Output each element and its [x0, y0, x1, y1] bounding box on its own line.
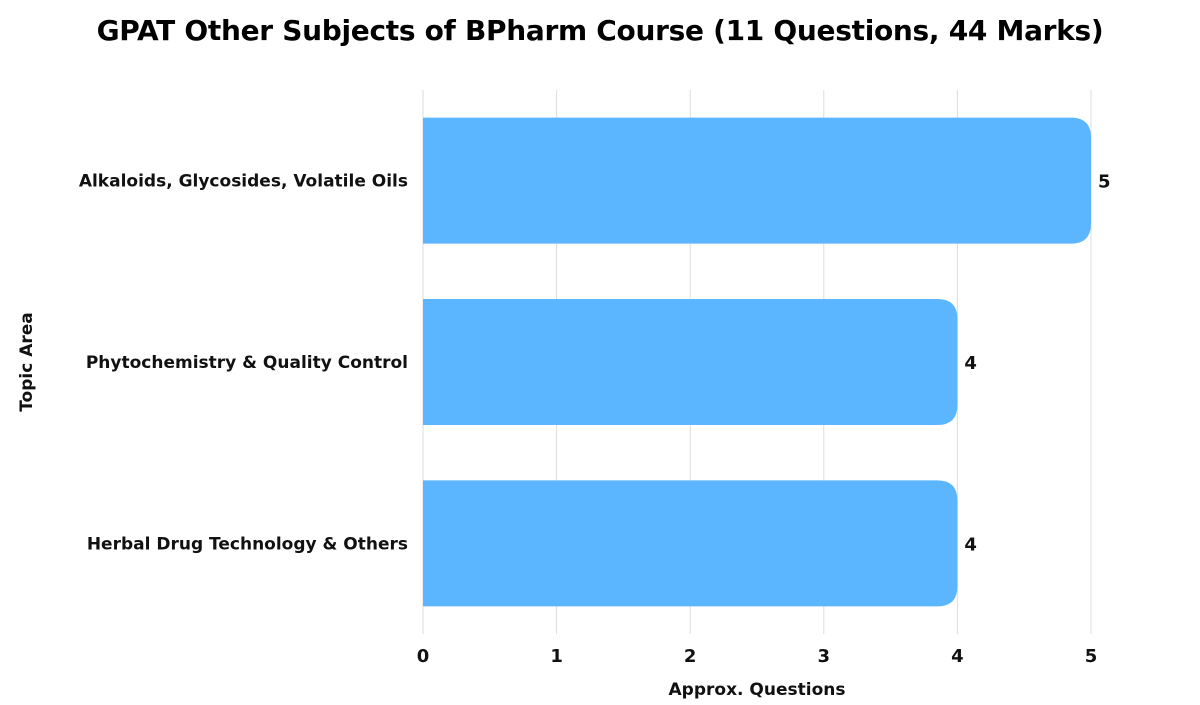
data-label: 4: [964, 353, 977, 374]
data-label: 5: [1098, 172, 1111, 193]
bar: [423, 299, 958, 425]
x-tick-label: 3: [818, 646, 831, 667]
x-tick-label: 4: [951, 646, 964, 667]
chart-title: GPAT Other Subjects of BPharm Course (11…: [96, 14, 1104, 47]
x-tick-label: 2: [684, 646, 697, 667]
category-label: Alkaloids, Glycosides, Volatile Oils: [79, 172, 408, 192]
bar: [423, 117, 1091, 244]
bar: [423, 480, 958, 607]
category-labels: Alkaloids, Glycosides, Volatile Oils Phyt…: [79, 172, 408, 555]
bars: 5 4 4: [423, 117, 1111, 607]
category-label: Herbal Drug Technology & Others: [87, 534, 408, 554]
x-tick-label: 5: [1085, 646, 1098, 667]
data-label: 4: [964, 534, 977, 555]
y-axis-title: Topic Area: [17, 312, 37, 412]
x-tick-labels: 0 1 2 3 4 5: [417, 646, 1098, 667]
x-axis-title: Approx. Questions: [669, 680, 846, 700]
category-label: Phytochemistry & Quality Control: [86, 353, 408, 373]
x-tick-label: 1: [550, 646, 563, 667]
x-tick-label: 0: [417, 646, 430, 667]
